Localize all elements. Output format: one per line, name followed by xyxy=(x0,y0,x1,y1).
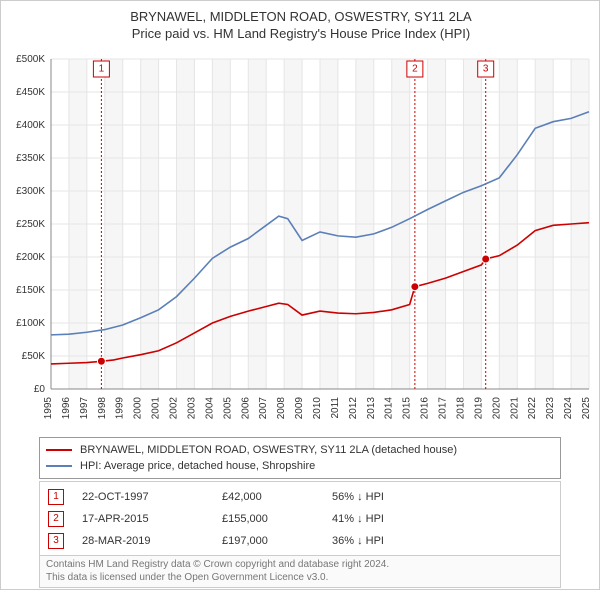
svg-text:1: 1 xyxy=(99,64,105,75)
svg-text:£250K: £250K xyxy=(16,219,45,230)
svg-text:2002: 2002 xyxy=(169,397,180,420)
legend-item-price-paid: BRYNAWEL, MIDDLETON ROAD, OSWESTRY, SY11… xyxy=(46,442,554,458)
chart-svg: £0 £50K £100K £150K £200K £250K £300K £350K £400… xyxy=(1,49,600,429)
svg-text:2009: 2009 xyxy=(294,397,305,420)
svg-text:£300K: £300K xyxy=(16,186,45,197)
svg-text:1996: 1996 xyxy=(61,397,72,420)
marker-diff-3: 36% ↓ HPI xyxy=(332,535,452,547)
marker-row-1: 1 22-OCT-1997 £42,000 56% ↓ HPI xyxy=(40,486,560,508)
legend-swatch-hpi xyxy=(46,465,72,467)
svg-text:£450K: £450K xyxy=(16,87,45,98)
marker-table: 1 22-OCT-1997 £42,000 56% ↓ HPI 2 17-APR… xyxy=(39,481,561,557)
svg-text:2005: 2005 xyxy=(222,397,233,420)
svg-text:2025: 2025 xyxy=(581,397,592,420)
svg-text:1995: 1995 xyxy=(43,397,54,420)
legend-label-hpi: HPI: Average price, detached house, Shro… xyxy=(80,460,315,472)
marker-date-2: 17-APR-2015 xyxy=(82,513,222,525)
svg-text:£100K: £100K xyxy=(16,318,45,329)
svg-text:£500K: £500K xyxy=(16,54,45,65)
marker-badge-3: 3 xyxy=(48,533,64,549)
footer-line2: This data is licensed under the Open Gov… xyxy=(46,572,554,585)
svg-text:2003: 2003 xyxy=(186,397,197,420)
marker-badge-2: 2 xyxy=(48,511,64,527)
svg-text:2012: 2012 xyxy=(348,397,359,420)
svg-text:£200K: £200K xyxy=(16,252,45,263)
marker-price-2: £155,000 xyxy=(222,513,332,525)
svg-text:2022: 2022 xyxy=(527,397,538,420)
svg-text:1997: 1997 xyxy=(79,397,90,420)
svg-text:2000: 2000 xyxy=(133,397,144,420)
chart-area: £0 £50K £100K £150K £200K £250K £300K £350K £400… xyxy=(1,49,600,429)
svg-text:£50K: £50K xyxy=(22,351,46,362)
svg-text:2023: 2023 xyxy=(545,397,556,420)
svg-text:2024: 2024 xyxy=(563,397,574,420)
marker-date-3: 28-MAR-2019 xyxy=(82,535,222,547)
marker-price-1: £42,000 xyxy=(222,491,332,503)
svg-text:£0: £0 xyxy=(34,384,46,395)
svg-text:2004: 2004 xyxy=(204,397,215,420)
legend-swatch-price-paid xyxy=(46,449,72,451)
svg-text:2007: 2007 xyxy=(258,397,269,420)
svg-text:3: 3 xyxy=(483,64,489,75)
svg-text:2018: 2018 xyxy=(455,397,466,420)
svg-text:2020: 2020 xyxy=(491,397,502,420)
svg-text:2013: 2013 xyxy=(366,397,377,420)
svg-text:2015: 2015 xyxy=(402,397,413,420)
svg-text:£150K: £150K xyxy=(16,285,45,296)
svg-text:2008: 2008 xyxy=(276,397,287,420)
svg-text:£350K: £350K xyxy=(16,153,45,164)
marker-diff-2: 41% ↓ HPI xyxy=(332,513,452,525)
legend: BRYNAWEL, MIDDLETON ROAD, OSWESTRY, SY11… xyxy=(39,437,561,479)
marker-badge-1: 1 xyxy=(48,489,64,505)
footer-attribution: Contains HM Land Registry data © Crown c… xyxy=(39,555,561,588)
marker-diff-1: 56% ↓ HPI xyxy=(332,491,452,503)
svg-text:2001: 2001 xyxy=(151,397,162,420)
svg-text:2019: 2019 xyxy=(473,397,484,420)
marker-date-1: 22-OCT-1997 xyxy=(82,491,222,503)
svg-text:2010: 2010 xyxy=(312,397,323,420)
svg-text:2021: 2021 xyxy=(509,397,520,420)
svg-text:1998: 1998 xyxy=(97,397,108,420)
chart-title-line2: Price paid vs. HM Land Registry's House … xyxy=(1,26,600,41)
legend-item-hpi: HPI: Average price, detached house, Shro… xyxy=(46,458,554,474)
svg-text:1999: 1999 xyxy=(115,397,126,420)
chart-title-line1: BRYNAWEL, MIDDLETON ROAD, OSWESTRY, SY11… xyxy=(1,9,600,24)
svg-text:2011: 2011 xyxy=(330,397,341,419)
footer-line1: Contains HM Land Registry data © Crown c… xyxy=(46,559,554,572)
marker-row-3: 3 28-MAR-2019 £197,000 36% ↓ HPI xyxy=(40,530,560,552)
svg-text:2014: 2014 xyxy=(384,397,395,420)
chart-titles: BRYNAWEL, MIDDLETON ROAD, OSWESTRY, SY11… xyxy=(1,1,600,41)
marker-row-2: 2 17-APR-2015 £155,000 41% ↓ HPI xyxy=(40,508,560,530)
legend-label-price-paid: BRYNAWEL, MIDDLETON ROAD, OSWESTRY, SY11… xyxy=(80,444,457,456)
svg-text:2006: 2006 xyxy=(240,397,251,420)
svg-text:2017: 2017 xyxy=(438,397,449,420)
marker-price-3: £197,000 xyxy=(222,535,332,547)
svg-text:2: 2 xyxy=(412,64,418,75)
svg-text:2016: 2016 xyxy=(420,397,431,420)
svg-text:£400K: £400K xyxy=(16,120,45,131)
